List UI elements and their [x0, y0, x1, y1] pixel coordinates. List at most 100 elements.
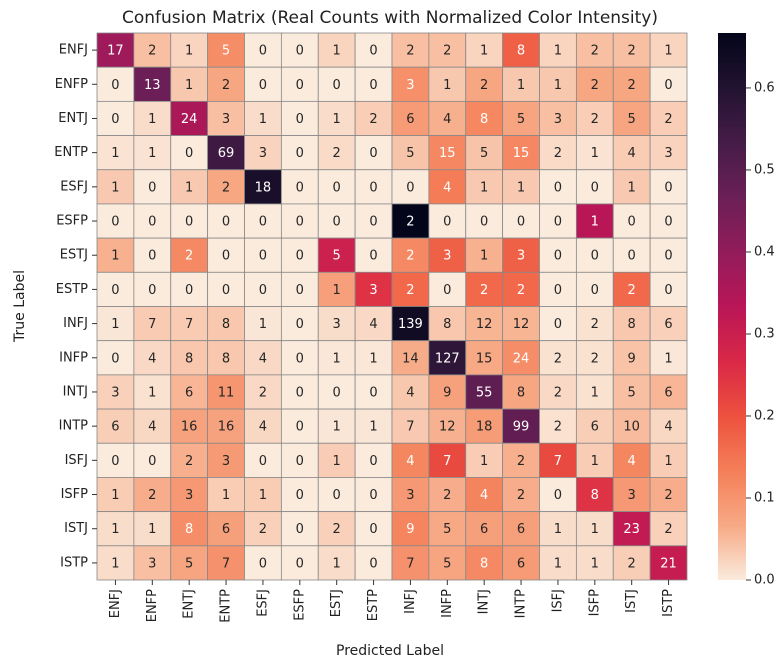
cell-label: 2: [664, 522, 672, 537]
cell-label: 5: [222, 44, 230, 59]
y-tick-label: ISFP: [61, 487, 89, 502]
cell-label: 0: [185, 283, 193, 298]
cell-label: 1: [111, 249, 119, 264]
cell-label: 1: [148, 112, 156, 127]
cell-label: 14: [402, 351, 419, 366]
heatmap-cell: [649, 408, 688, 444]
heatmap-cell: [428, 271, 467, 307]
cell-label: 0: [554, 249, 562, 264]
cell-label: 1: [259, 317, 267, 332]
cell-label: 0: [554, 180, 562, 195]
heatmap-cell: [391, 169, 430, 205]
heatmap-cell: [502, 545, 540, 581]
cell-label: 1: [591, 385, 599, 400]
cell-label: 18: [476, 420, 493, 435]
cell-label: 5: [333, 249, 341, 264]
heatmap-cell: [244, 169, 282, 205]
cell-label: 1: [591, 454, 599, 469]
cell-label: 3: [259, 146, 267, 161]
cell-label: 7: [406, 556, 414, 571]
cell-label: 2: [591, 317, 599, 332]
cell-label: 0: [369, 78, 377, 93]
heatmap-cell: [354, 340, 393, 376]
cell-label: 0: [333, 180, 341, 195]
x-tick-label: ESTP: [366, 589, 381, 621]
cell-label: 6: [406, 112, 414, 127]
cell-label: 7: [185, 317, 193, 332]
heatmap-cell: [649, 271, 688, 307]
cell-label: 2: [554, 420, 562, 435]
heatmap-cell: [391, 237, 430, 273]
heatmap-cell: [465, 169, 504, 205]
cell-label: 0: [296, 454, 304, 469]
x-axis-label: Predicted Label: [336, 643, 444, 659]
cell-label: 1: [185, 180, 193, 195]
cell-label: 2: [185, 454, 193, 469]
cell-label: 1: [148, 522, 156, 537]
heatmap-cell: [207, 100, 245, 136]
cell-label: 3: [554, 112, 562, 127]
heatmap-cell: [133, 408, 172, 444]
y-tick-label: ISTP: [60, 555, 88, 570]
cell-label: 2: [517, 283, 525, 298]
heatmap-cell: [428, 169, 467, 205]
cell-label: 1: [369, 351, 377, 366]
cell-label: 3: [443, 249, 451, 264]
heatmap-cell: [575, 169, 614, 205]
heatmap-cell: [539, 511, 577, 547]
heatmap-cell: [317, 237, 356, 273]
cell-label: 0: [664, 215, 672, 230]
cell-label: 1: [333, 112, 341, 127]
cell-label: 1: [664, 44, 672, 59]
heatmap-cell: [539, 169, 577, 205]
heatmap-cell: [244, 545, 282, 581]
heatmap-cell: [465, 408, 504, 444]
heatmap-cell: [207, 477, 245, 513]
cell-label: 1: [111, 146, 119, 161]
cell-label: 0: [664, 180, 672, 195]
heatmap-cell: [354, 32, 393, 68]
heatmap-cell: [649, 237, 688, 273]
heatmap-cell: [649, 442, 688, 478]
heatmap-cell: [280, 237, 319, 273]
cell-label: 6: [517, 522, 525, 537]
cell-label: 8: [443, 317, 451, 332]
cell-label: 6: [480, 522, 488, 537]
cell-label: 0: [369, 454, 377, 469]
heatmap-cell: [170, 203, 209, 239]
x-tick-label: ISTP: [661, 589, 676, 617]
cell-label: 1: [148, 385, 156, 400]
heatmap-cell: [354, 169, 393, 205]
cell-label: 0: [369, 180, 377, 195]
cell-label: 0: [296, 112, 304, 127]
cell-label: 3: [333, 317, 341, 332]
cell-label: 0: [369, 522, 377, 537]
heatmap-cell: [317, 271, 356, 307]
heatmap-cell: [391, 271, 430, 307]
cell-label: 2: [406, 215, 414, 230]
heatmap-cell: [649, 306, 688, 342]
heatmap-cell: [575, 100, 614, 136]
cell-label: 2: [628, 556, 636, 571]
cell-label: 2: [333, 522, 341, 537]
cell-label: 8: [222, 317, 230, 332]
heatmap-cell: [170, 66, 209, 102]
heatmap-cell: [207, 340, 245, 376]
heatmap-cell: [428, 306, 467, 342]
heatmap-cell: [317, 545, 356, 581]
cell-label: 2: [406, 283, 414, 298]
heatmap-cell: [280, 66, 319, 102]
cell-label: 15: [513, 146, 530, 161]
cell-label: 2: [333, 146, 341, 161]
cell-label: 0: [628, 249, 636, 264]
cell-label: 3: [111, 385, 119, 400]
heatmap-cell: [133, 477, 172, 513]
heatmap-cell: [539, 100, 577, 136]
cell-label: 0: [296, 283, 304, 298]
cell-label: 0: [296, 78, 304, 93]
y-tick-label: ENTJ: [58, 111, 88, 126]
heatmap-cell: [428, 32, 467, 68]
cell-label: 6: [185, 385, 193, 400]
cell-label: 1: [628, 180, 636, 195]
heatmap-cell: [428, 442, 467, 478]
